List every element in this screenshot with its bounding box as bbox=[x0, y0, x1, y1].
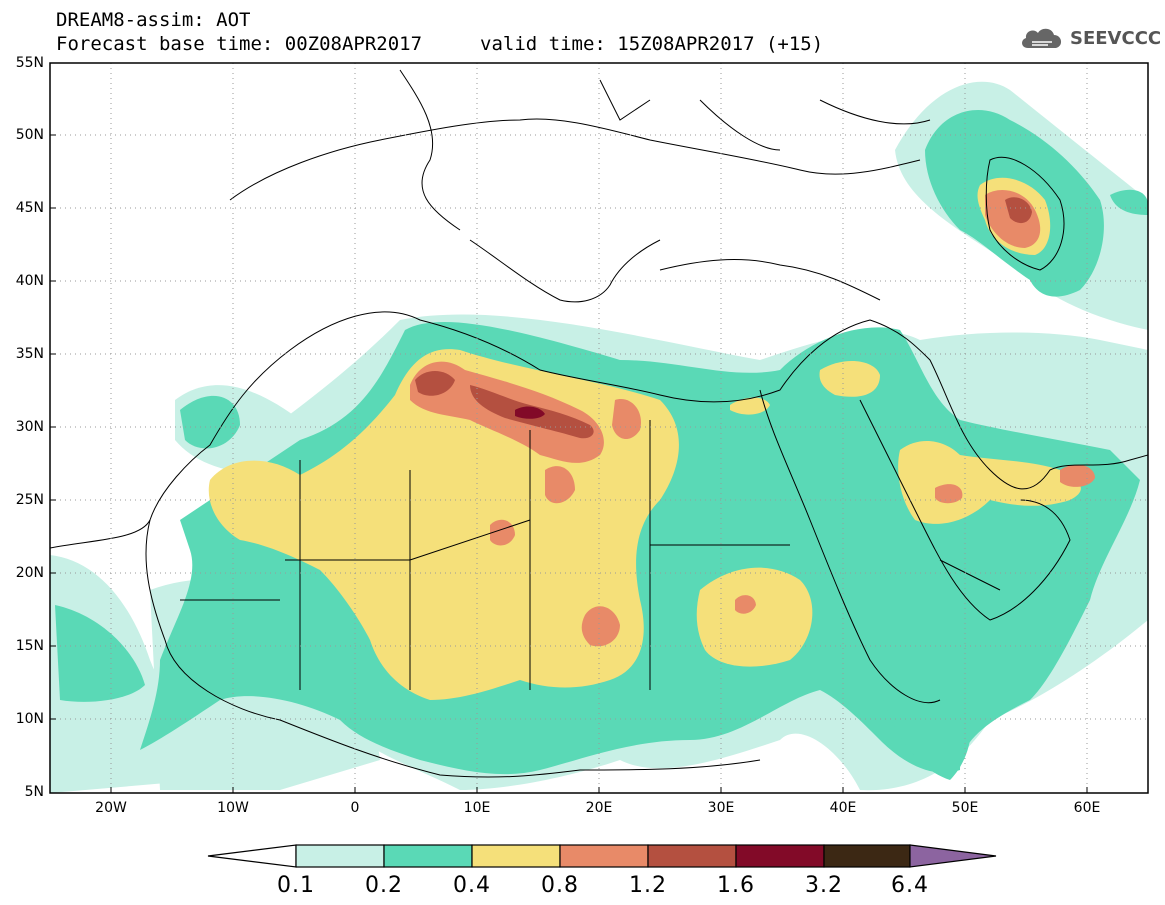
aot-1.6-3.2-field bbox=[515, 406, 545, 419]
colorbar-label-1.6: 1.6 bbox=[717, 873, 755, 898]
colorbar-label-0.2: 0.2 bbox=[365, 873, 403, 898]
lon-label-60e: 60E bbox=[1073, 800, 1101, 816]
axis-ticks bbox=[50, 134, 1088, 793]
seevccc-logo: SEEVCCC bbox=[1018, 22, 1161, 54]
lat-label-15n: 15N bbox=[15, 638, 44, 654]
colorbar-bin-0 bbox=[295, 844, 385, 868]
colorbar-bin-6 bbox=[823, 844, 911, 868]
lon-label-20w: 20W bbox=[95, 800, 127, 816]
colorbar-label-6.4: 6.4 bbox=[891, 873, 929, 898]
colorbar-label-3.2: 3.2 bbox=[805, 873, 843, 898]
forecast-base-time: Forecast base time: 00Z08APR2017 bbox=[56, 33, 423, 55]
colorbar-high-arrow bbox=[909, 844, 997, 868]
lon-label-0: 0 bbox=[350, 800, 360, 816]
lat-label-5n: 5N bbox=[24, 784, 44, 800]
lat-label-40n: 40N bbox=[15, 273, 44, 289]
colorbar-label-1.2: 1.2 bbox=[629, 873, 667, 898]
lat-label-45n: 45N bbox=[15, 200, 44, 216]
lon-label-40e: 40E bbox=[829, 800, 857, 816]
colorbar-label-0.1: 0.1 bbox=[277, 873, 315, 898]
gridlines bbox=[50, 63, 1148, 793]
lon-label-20e: 20E bbox=[585, 800, 613, 816]
colorbar-bin-3 bbox=[559, 844, 649, 868]
colorbar-bin-1 bbox=[383, 844, 473, 868]
valid-time: valid time: 15Z08APR2017 (+15) bbox=[480, 33, 824, 55]
map-title: DREAM8-assim: AOT bbox=[56, 9, 251, 31]
lat-label-10n: 10N bbox=[15, 711, 44, 727]
lon-label-30e: 30E bbox=[707, 800, 735, 816]
lat-label-20n: 20N bbox=[15, 565, 44, 581]
colorbar bbox=[207, 844, 997, 868]
cloud-icon bbox=[1022, 28, 1062, 48]
lat-label-30n: 30N bbox=[15, 419, 44, 435]
colorbar-label-0.4: 0.4 bbox=[453, 873, 491, 898]
lat-label-55n: 55N bbox=[15, 55, 44, 71]
coastlines bbox=[50, 69, 1148, 778]
colorbar-bin-5 bbox=[735, 844, 825, 868]
lon-label-10w: 10W bbox=[217, 800, 249, 816]
colorbar-bin-2 bbox=[471, 844, 561, 868]
logo-text: SEEVCCC bbox=[1070, 27, 1162, 49]
lat-label-50n: 50N bbox=[15, 127, 44, 143]
lon-label-50e: 50E bbox=[951, 800, 979, 816]
colorbar-label-0.8: 0.8 bbox=[541, 873, 579, 898]
colorbar-low-arrow bbox=[207, 844, 297, 868]
lat-label-35n: 35N bbox=[15, 346, 44, 362]
lon-label-10e: 10E bbox=[463, 800, 491, 816]
lat-label-25n: 25N bbox=[15, 492, 44, 508]
colorbar-bin-4 bbox=[647, 844, 737, 868]
